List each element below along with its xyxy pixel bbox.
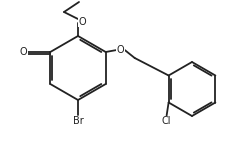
Text: Br: Br <box>73 116 83 126</box>
Text: O: O <box>117 45 125 55</box>
Text: Cl: Cl <box>162 116 171 126</box>
Text: O: O <box>19 47 27 57</box>
Text: O: O <box>78 17 86 27</box>
